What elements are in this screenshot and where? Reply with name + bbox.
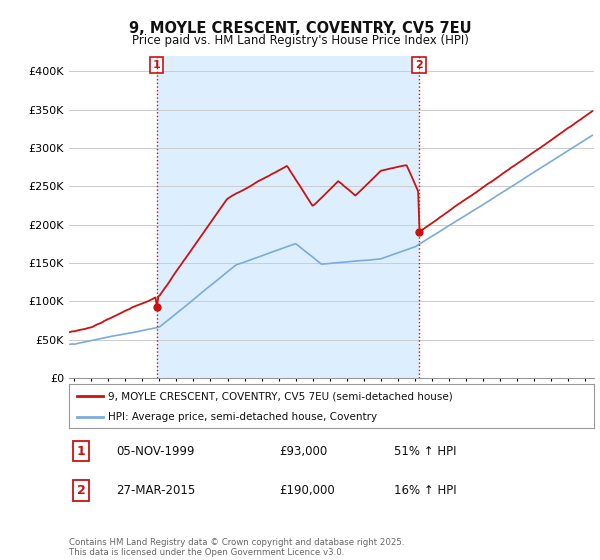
Text: 2: 2	[77, 484, 86, 497]
Text: 51% ↑ HPI: 51% ↑ HPI	[395, 445, 457, 458]
Text: 05-NOV-1999: 05-NOV-1999	[116, 445, 195, 458]
Text: Contains HM Land Registry data © Crown copyright and database right 2025.
This d: Contains HM Land Registry data © Crown c…	[69, 538, 404, 557]
Bar	[157, 56, 419, 378]
Text: Price paid vs. HM Land Registry's House Price Index (HPI): Price paid vs. HM Land Registry's House …	[131, 34, 469, 46]
Text: 9, MOYLE CRESCENT, COVENTRY, CV5 7EU (semi-detached house): 9, MOYLE CRESCENT, COVENTRY, CV5 7EU (se…	[109, 391, 453, 401]
Text: 16% ↑ HPI: 16% ↑ HPI	[395, 484, 457, 497]
Text: 27-MAR-2015: 27-MAR-2015	[116, 484, 196, 497]
Text: 2: 2	[415, 60, 423, 70]
Text: 1: 1	[153, 60, 161, 70]
Text: HPI: Average price, semi-detached house, Coventry: HPI: Average price, semi-detached house,…	[109, 412, 377, 422]
Text: £190,000: £190,000	[279, 484, 335, 497]
Text: £93,000: £93,000	[279, 445, 327, 458]
Text: 1: 1	[77, 445, 86, 458]
Text: 9, MOYLE CRESCENT, COVENTRY, CV5 7EU: 9, MOYLE CRESCENT, COVENTRY, CV5 7EU	[128, 21, 472, 36]
